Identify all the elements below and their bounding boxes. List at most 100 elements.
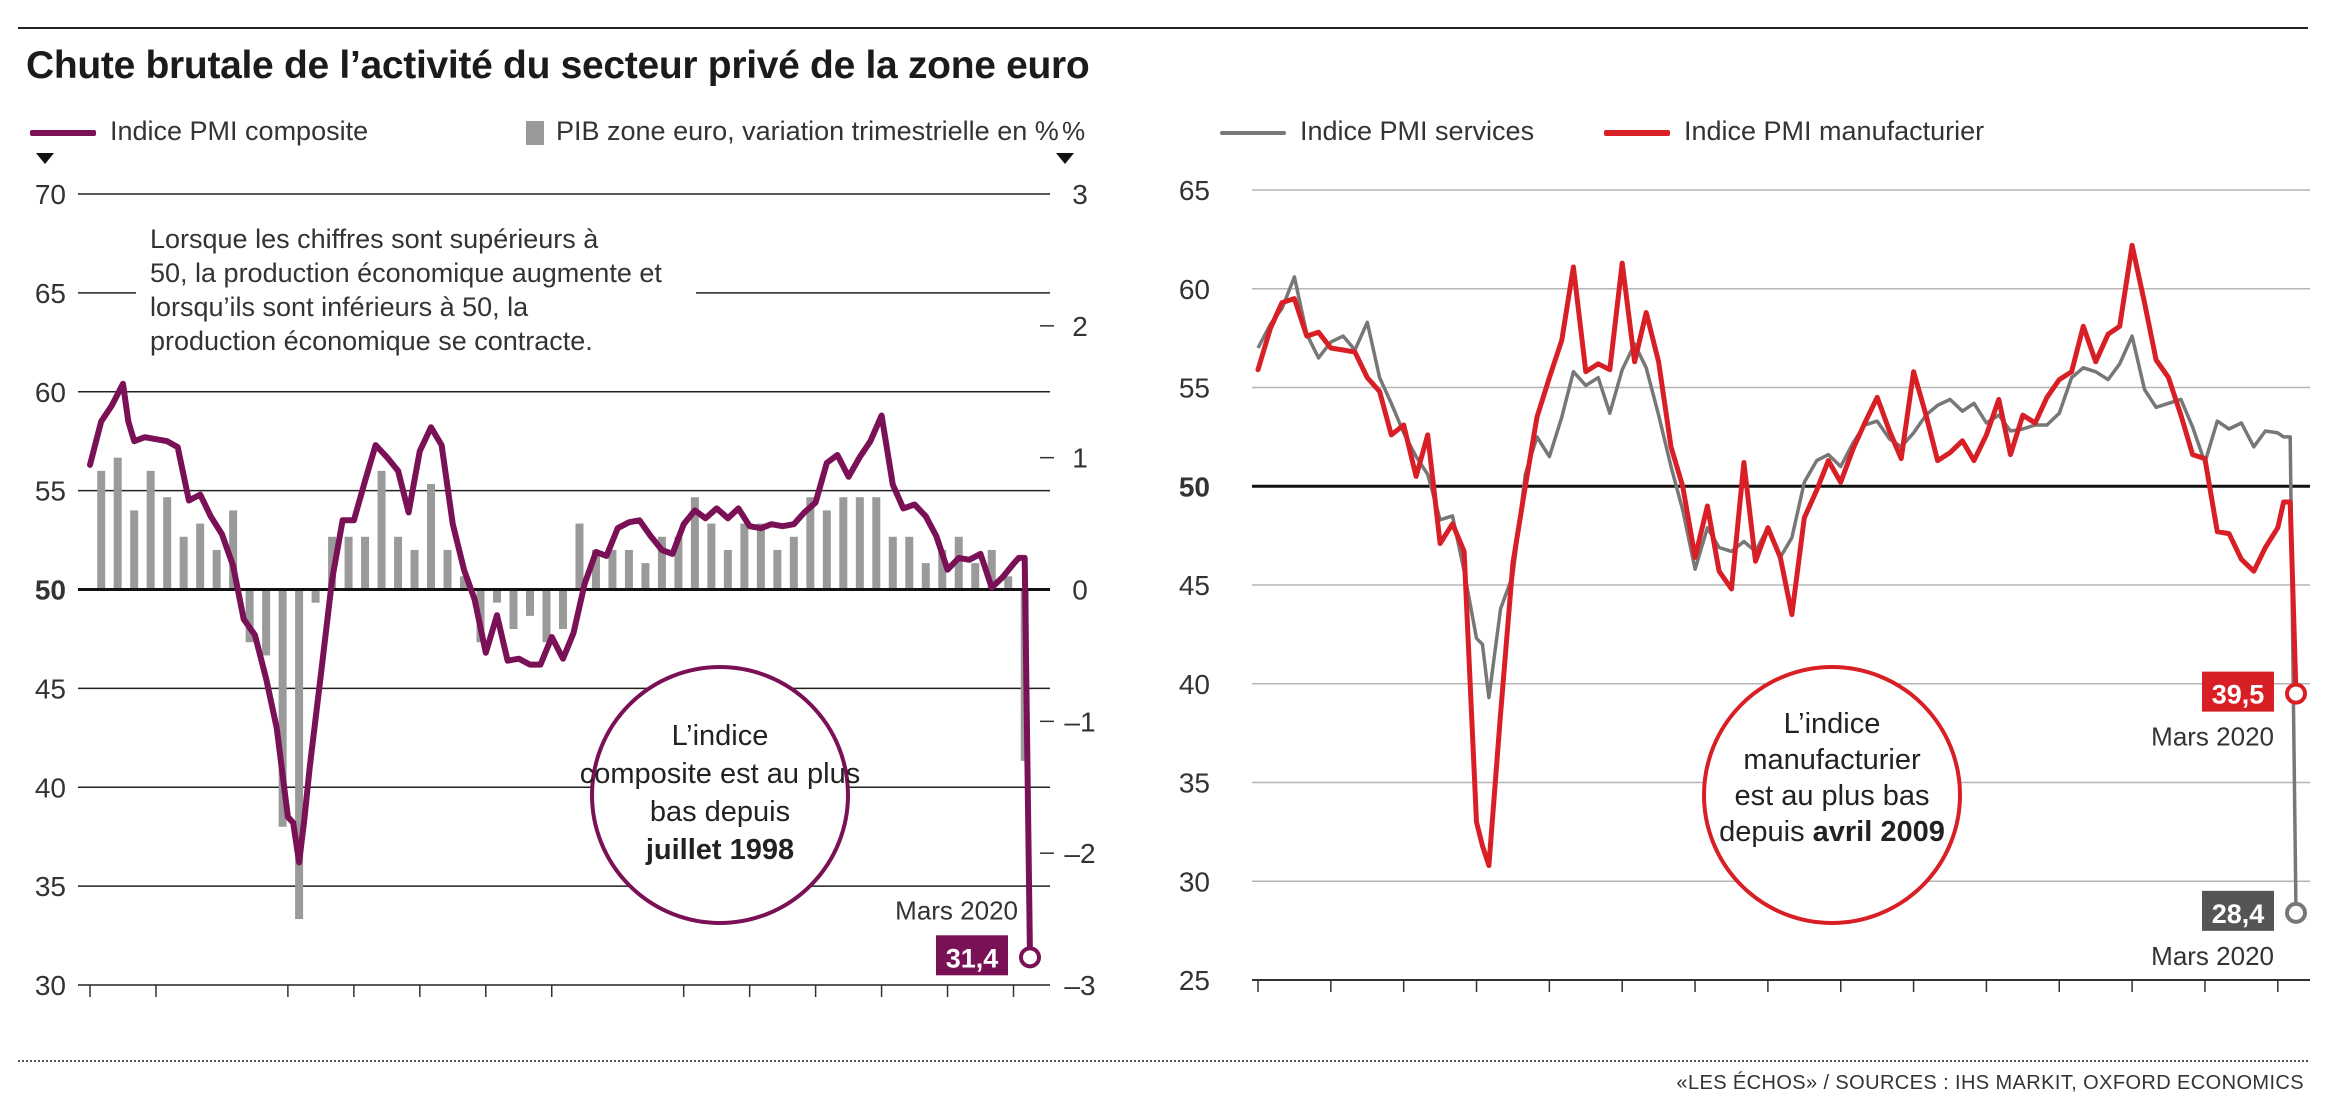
gdp-bar — [723, 549, 732, 590]
y-tick: 50 — [1179, 471, 1210, 502]
gdp-bar — [674, 536, 683, 590]
services-end-value: 28,4 — [2212, 899, 2265, 929]
services-end-marker — [2285, 901, 2307, 924]
composite-end-marker — [1019, 946, 1041, 969]
gdp-bar — [657, 536, 666, 590]
y-tick-right: –2 — [1064, 838, 1095, 869]
page-title: Chute brutale de l’activité du secteur p… — [26, 44, 1090, 87]
manufacturing-line — [1255, 242, 2299, 868]
y-tick-right: 2 — [1072, 311, 1088, 342]
callout-line: manufacturier — [1743, 744, 1921, 776]
gdp-bar — [410, 549, 419, 590]
y-tick-left: 55 — [35, 476, 66, 507]
legend-manufacturing: Indice PMI manufacturier — [1604, 116, 1984, 147]
y-tick-left: 50 — [35, 575, 66, 606]
composite-line — [87, 380, 1033, 961]
gdp-bar — [855, 497, 864, 590]
y-tick-left: 60 — [35, 377, 66, 408]
gdp-bar — [113, 457, 122, 590]
callout-line: L’indice — [1784, 708, 1881, 740]
gdp-bar — [773, 549, 782, 590]
gdp-bar — [163, 497, 172, 590]
gdp-bar — [558, 589, 567, 630]
left-axis-marker — [36, 153, 54, 164]
y-tick-right: 3 — [1072, 179, 1088, 210]
note-line: lorsqu’ils sont inférieurs à 50, la — [150, 292, 529, 322]
services-end-date: Mars 2020 — [2151, 941, 2274, 971]
legend-services-label: Indice PMI services — [1300, 116, 1535, 146]
gdp-bar — [954, 536, 963, 590]
note-line: Lorsque les chiffres sont supérieurs à — [150, 224, 599, 254]
gdp-bar — [740, 523, 749, 590]
note-line: production économique se contracte. — [150, 326, 593, 356]
gdp-bar — [311, 589, 320, 603]
gdp-bar — [212, 549, 221, 590]
callout-line: bas depuis — [650, 796, 790, 828]
callout-since: depuis — [1719, 816, 1813, 848]
gdp-bar — [987, 549, 996, 590]
note-background — [136, 216, 696, 366]
y-tick-left: 40 — [35, 772, 66, 803]
gdp-bar — [97, 470, 106, 590]
gdp-bar — [146, 470, 155, 590]
gdp-bar — [575, 523, 584, 590]
y-tick: 45 — [1179, 570, 1210, 601]
gdp-bar — [460, 576, 469, 590]
right-axis-unit: % — [1062, 116, 1085, 146]
end-value-text: 31,4 — [946, 943, 999, 973]
legend-manufacturing-swatch — [1604, 129, 1670, 136]
y-tick-right: 0 — [1072, 575, 1088, 606]
gdp-bar — [443, 549, 452, 590]
gdp-bar — [394, 536, 403, 590]
gdp-bar — [377, 470, 386, 590]
manufacturing-end-value: 39,5 — [2212, 680, 2265, 710]
y-tick-left: 65 — [35, 278, 66, 309]
legend-services-swatch — [1220, 130, 1286, 135]
right-axis-marker — [1056, 153, 1074, 164]
gdp-bar — [196, 523, 205, 590]
callout-line: L’indice — [672, 720, 769, 752]
gdp-bar — [905, 536, 914, 590]
y-tick-right: –1 — [1064, 706, 1095, 737]
gdp-bar — [641, 563, 650, 590]
source-credit: «LES ÉCHOS» / SOURCES : IHS MARKIT, OXFO… — [1676, 1072, 2304, 1094]
callout-line: est au plus bas — [1734, 780, 1929, 812]
gdp-bar — [624, 549, 633, 590]
gdp-bar — [262, 589, 271, 656]
y-tick-left: 30 — [35, 970, 66, 1000]
manufacturing-end-marker — [2285, 682, 2307, 705]
legend-services: Indice PMI services — [1220, 116, 1534, 147]
y-tick-right: 1 — [1072, 443, 1088, 474]
gdp-bar — [971, 563, 980, 590]
gdp-bar — [921, 563, 930, 590]
gdp-bar — [130, 510, 139, 590]
gdp-bar — [427, 484, 436, 590]
manufacturing-end-box — [2202, 671, 2274, 712]
gdp-bar — [493, 589, 502, 603]
gdp-bar — [344, 536, 353, 590]
gdp-bar — [806, 497, 815, 590]
gdp-bar — [872, 497, 881, 590]
gdp-bar — [525, 589, 534, 616]
gdp-bar — [179, 536, 188, 590]
gdp-bar — [938, 549, 947, 590]
gdp-bar — [839, 497, 848, 590]
gdp-bar — [295, 589, 304, 920]
top-rule — [18, 27, 2308, 29]
gdp-bar — [690, 497, 699, 590]
manufacturing-end-date: Mars 2020 — [2151, 722, 2274, 752]
gdp-bar — [229, 510, 238, 590]
gdp-bar — [278, 589, 287, 827]
bottom-rule — [18, 1060, 2308, 1062]
callout-line: juillet 1998 — [645, 834, 794, 866]
gdp-bar — [591, 549, 600, 590]
chart-composite: 70 65 60 55 50 45 40 35 30 3 2 1 0 –1 –2 –3% Lorsque les… — [35, 116, 1096, 1000]
callout-circle — [590, 665, 850, 925]
gdp-bar — [756, 523, 765, 590]
callout-line: composite est au plus — [580, 758, 860, 790]
legend-composite-label: Indice PMI composite — [110, 116, 369, 146]
y-tick: 35 — [1179, 768, 1210, 799]
gdp-bar — [1004, 576, 1013, 590]
gdp-bar — [789, 536, 798, 590]
y-tick-left: 35 — [35, 871, 66, 902]
